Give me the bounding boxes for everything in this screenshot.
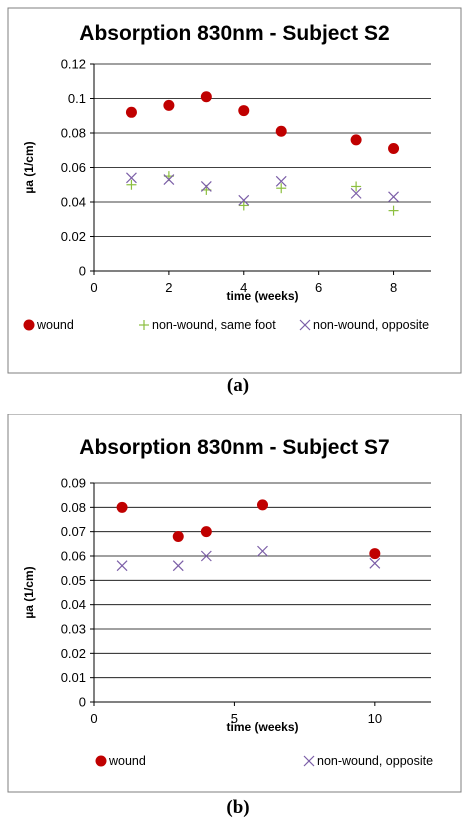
chart-b-ytick-label-1: 0.01 [61, 670, 86, 685]
chart-b-x-axis-title: time (weeks) [226, 720, 298, 734]
chart-b-ytick-label-9: 0.09 [61, 476, 86, 491]
chart-a-series-0-point-0 [125, 106, 137, 118]
chart-a-series-2-point-5-d2 [350, 187, 362, 199]
chart-a-ytick-label-4: 0.08 [61, 126, 86, 141]
chart-b-caption: (b) [226, 797, 249, 818]
chart-a-series-2-point-1-d2 [163, 174, 175, 185]
chart-b-series-1-point-1-d2 [172, 560, 184, 572]
chart-b-ytick-label-6: 0.06 [61, 549, 86, 564]
chart-b-series-1-point-2 [200, 550, 212, 562]
chart-a-ytick-label-3: 0.06 [61, 160, 86, 175]
chart-a-series-2-point-1 [163, 174, 175, 185]
chart-a-series-0-point-3 [238, 105, 250, 117]
chart-b-series-0-point-0 [116, 501, 128, 513]
chart-b-legend: wound non-wound, opposite [95, 754, 433, 768]
chart-a-series-0-point-1 [163, 99, 175, 111]
chart-b-series-1-point-1 [172, 560, 184, 572]
chart-b-series-1 [116, 545, 381, 572]
chart-b-ytick-label-0: 0 [79, 695, 86, 710]
chart-a-svg: Absorption 830nm - Subject S2 0 0.02 0.04 0.… [7, 7, 462, 396]
chart-b-ytick-label-8: 0.08 [61, 500, 86, 515]
chart-b-series-1-point-3 [257, 545, 268, 557]
chart-a-series-0-point-2 [200, 91, 212, 103]
chart-a-xtick-label-2: 4 [240, 280, 247, 295]
chart-b-series-1-point-0-d2 [116, 560, 128, 572]
chart-a-series-0 [125, 91, 400, 155]
chart-a-legend-marker-1 [139, 320, 149, 330]
chart-b-xtick-label-2: 10 [368, 711, 382, 726]
chart-b-legend-marker-0 [95, 755, 107, 767]
chart-b-legend-marker-1 [303, 755, 315, 767]
chart-a-series-2-point-2-d2 [200, 181, 212, 192]
chart-b-series-1-point-2-d2 [200, 550, 212, 562]
chart-a-series-0-point-6 [388, 143, 400, 155]
chart-a-xtick-label-3: 6 [315, 280, 322, 295]
chart-a-series-2-point-2 [200, 181, 212, 192]
chart-a-series-1-point-4 [276, 183, 287, 194]
chart-a-series-2-point-0-d2 [126, 172, 137, 184]
chart-a-title: Absorption 830nm - Subject S2 [79, 22, 389, 45]
chart-a-series-2-point-4-d2 [275, 175, 287, 187]
chart-a-series-2-point-5 [350, 187, 362, 199]
chart-a-legend-marker-0 [23, 319, 35, 331]
chart-panel-b: Absorption 830nm - Subject S7 0 0.01 0.02 0.… [0, 414, 473, 828]
chart-a-x-axis-title: time (weeks) [226, 289, 298, 303]
chart-b-svg: Absorption 830nm - Subject S7 0 0.01 0.02 0.… [7, 414, 462, 818]
chart-a-series-1-point-0 [126, 179, 137, 190]
chart-a-series-2-point-6 [388, 191, 399, 203]
chart-b-series-1-point-4-d2 [369, 557, 381, 569]
chart-b-series-1-point-3-d2 [257, 545, 268, 557]
chart-a-legend-marker-2 [299, 319, 311, 331]
chart-b-series-0-point-3 [257, 499, 268, 511]
chart-a-ytick-label-0: 0 [79, 264, 86, 279]
chart-a-frame [7, 7, 462, 374]
chart-a-series-2-point-3 [238, 194, 250, 206]
chart-a-ytick-label-5: 0.1 [68, 91, 86, 106]
chart-b-ytick-label-2: 0.02 [61, 646, 86, 661]
chart-b-series-1-point-4 [369, 557, 381, 569]
chart-a-xtick-label-1: 2 [165, 280, 172, 295]
chart-b-title: Absorption 830nm - Subject S7 [79, 436, 389, 459]
chart-b-series-0-point-2 [200, 526, 212, 538]
chart-panel-a: Absorption 830nm - Subject S2 0 0.02 0.04 0.… [7, 7, 462, 396]
chart-a-legend-label-0: wound [36, 318, 74, 332]
chart-a-legend-label-2: non-wound, opposite [313, 318, 429, 332]
chart-b-ytick-label-4: 0.04 [61, 597, 86, 612]
chart-a-xtick-label-0: 0 [90, 280, 97, 295]
chart-a-series-1-point-5 [351, 181, 362, 192]
chart-b-series-0-point-4 [369, 548, 381, 560]
chart-b-legend-label-0: wound [108, 754, 146, 768]
chart-a-series-0-point-4 [275, 125, 287, 137]
chart-a-legend: wound non-wound, same foot non-wound, oppo… [23, 318, 429, 332]
chart-a-legend-label-1: non-wound, same foot [152, 318, 276, 332]
chart-a-caption: (a) [227, 375, 249, 396]
chart-b-xtick-label-1: 5 [231, 711, 238, 726]
chart-b-series-1-point-0 [116, 560, 128, 572]
chart-a-series-2-point-4 [275, 175, 287, 187]
chart-a-y-axis-title: µa (1/cm) [22, 141, 36, 193]
chart-a-ytick-label-2: 0.04 [61, 195, 86, 210]
chart-a-series-1-point-6 [388, 205, 399, 216]
chart-b-frame [7, 414, 462, 793]
chart-a-series-1-point-3 [238, 200, 249, 211]
chart-b-y-axis-title: µa (1/cm) [22, 566, 36, 618]
chart-a-series-0-point-5 [350, 134, 362, 146]
chart-a-ytick-label-1: 0.02 [61, 229, 86, 244]
chart-a-legend-marker-2-d2 [299, 319, 311, 331]
chart-a-series-2-point-0 [126, 172, 137, 184]
chart-a-series-2 [126, 172, 399, 206]
chart-b-legend-label-1: non-wound, opposite [317, 754, 433, 768]
chart-a-series-2-point-6-d2 [388, 191, 399, 203]
chart-b-xtick-label-0: 0 [90, 711, 97, 726]
chart-b-ytick-label-5: 0.05 [61, 573, 86, 588]
chart-b-ytick-label-7: 0.07 [61, 524, 86, 539]
chart-b-legend-marker-1-d2 [303, 755, 315, 767]
chart-b-series-0-point-1 [172, 531, 184, 543]
chart-a-series-2-point-3-d2 [238, 194, 250, 206]
chart-a-xtick-label-4: 8 [390, 280, 397, 295]
chart-a-ytick-label-6: 0.12 [61, 57, 86, 72]
chart-b-series-0 [116, 499, 381, 560]
chart-b-ytick-label-3: 0.03 [61, 622, 86, 637]
